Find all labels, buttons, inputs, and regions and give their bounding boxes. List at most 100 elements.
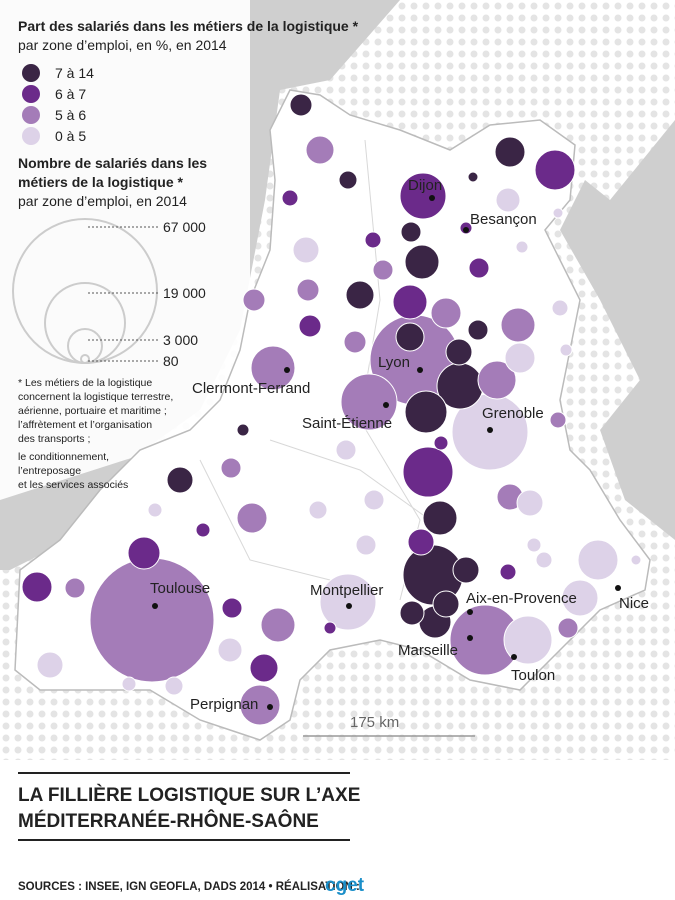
bubble [166,466,194,494]
bubble [561,579,599,617]
bubble [526,537,542,553]
city-label: Saint-Étienne [302,415,392,432]
bubble [467,319,489,341]
bubble [308,500,328,520]
bubble [319,573,377,631]
footnote-line: et les services associés [18,479,128,491]
bubble [364,231,382,249]
footnote-line: le conditionnement, [18,451,109,463]
footnote: * Les métiers de la logistique concernen… [18,377,173,491]
bubble [305,135,335,165]
bubble [499,563,517,581]
main-title: LA FILLIÈRE LOGISTIQUE SUR L’AXE [18,784,360,806]
bubble [467,171,479,183]
bubble [335,439,357,461]
city-label: Toulouse [150,580,210,597]
bubble [164,676,184,696]
bubble [468,257,490,279]
footer-bg [0,760,675,900]
size-label: 3 000 [163,332,198,348]
bubble [432,590,460,618]
scale-label: 175 km [350,714,399,731]
bubble [500,307,536,343]
bubble [399,600,425,626]
bubble [340,373,398,431]
legend-title: Nombre de salariés dans les [18,155,207,171]
city-dot [467,635,473,641]
bubble [399,172,447,220]
bubble [577,539,619,581]
legend-title: métiers de la logistique * [18,174,183,190]
bubble [559,343,573,357]
legend-subtitle: par zone d’emploi, en %, en 2014 [18,37,227,53]
size-label: 19 000 [163,285,206,301]
bubble [422,500,458,536]
bubble [407,528,435,556]
bubble [89,557,215,683]
city-dot [511,654,517,660]
bubble [515,240,529,254]
bubble [495,187,521,213]
city-label: Lyon [378,354,410,371]
city-label: Besançon [470,211,537,228]
bubble [236,423,250,437]
bubble [392,284,428,320]
bubble [220,457,242,479]
bubble [402,446,454,498]
bubble [494,136,526,168]
footnote-line: des transports ; [18,433,90,445]
bubble [64,577,86,599]
legend-swatch [22,85,40,103]
bubble [281,189,299,207]
bubble [239,684,281,726]
bubble [323,621,337,635]
bubble [21,571,53,603]
bubble [452,556,480,584]
legend-backdrop [0,0,250,500]
bubble [260,607,296,643]
bubble [551,299,569,317]
city-dot [152,603,158,609]
city-label: Aix-en-Provence [466,590,577,607]
footnote-line: l’entreposage [18,465,81,477]
bubble [121,676,137,692]
bubble [516,489,544,517]
city-dot [487,427,493,433]
bubble [404,390,448,434]
city-dot [463,227,469,233]
legend-label: 6 à 7 [55,86,86,102]
bubble [395,322,425,352]
footnote-line: * Les métiers de la logistique [18,377,152,389]
bubble [549,411,567,429]
bubble [36,651,64,679]
bubble [504,342,536,374]
bubble [477,360,517,400]
bubble [296,278,320,302]
legend-share: Part des salariés dans les métiers de la… [18,18,359,145]
bubble [338,170,358,190]
legend-label: 7 à 14 [55,65,94,81]
city-label: Montpellier [310,582,383,599]
sources: SOURCES : INSEE, IGN GEOFLA, DADS 2014 •… [18,880,360,893]
city-label: Dijon [408,177,442,194]
bubble [404,244,440,280]
bubble [534,149,576,191]
city-dot [429,195,435,201]
city-label: Nice [619,595,649,612]
city-dot [417,367,423,373]
bubble [630,554,642,566]
bubble [345,280,375,310]
bubble [250,345,296,391]
city-dot [267,704,273,710]
legend-title: Part des salariés dans les métiers de la… [18,18,359,34]
footnote-line: concernent la logistique terrestre, [18,391,173,403]
legend-swatch [22,64,40,82]
legend-size: Nombre de salariés dans les métiers de l… [12,155,207,369]
city-label: Toulon [511,667,555,684]
city-label: Grenoble [482,405,544,422]
bubble [221,597,243,619]
legend-label: 5 à 6 [55,107,86,123]
bubble [289,93,313,117]
